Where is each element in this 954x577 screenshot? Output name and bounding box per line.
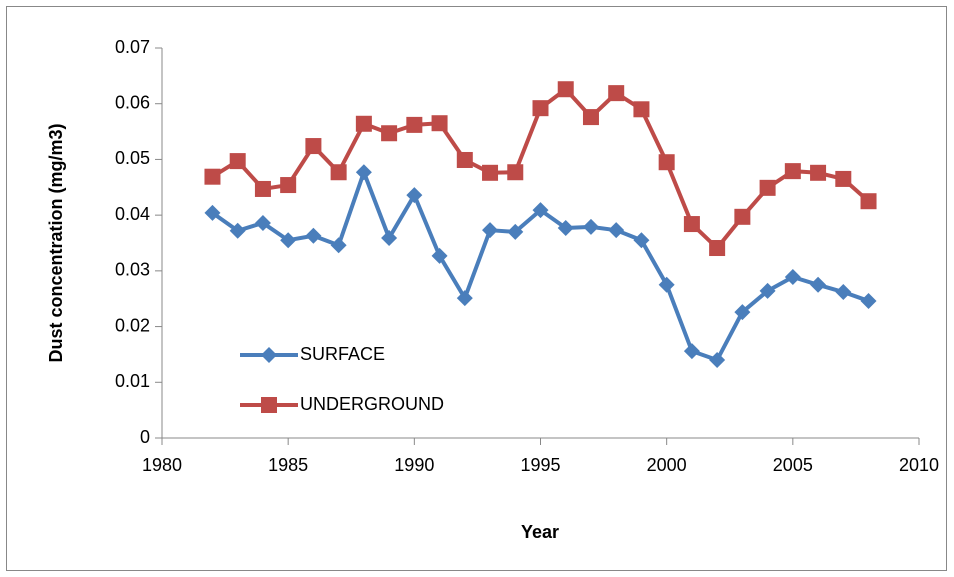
marker bbox=[355, 164, 372, 181]
marker bbox=[557, 219, 574, 236]
marker bbox=[709, 352, 726, 368]
marker bbox=[683, 343, 700, 360]
y-tick-label: 0.01 bbox=[115, 371, 150, 391]
marker bbox=[204, 204, 221, 221]
marker bbox=[254, 214, 271, 231]
marker bbox=[229, 222, 246, 239]
marker bbox=[305, 227, 322, 244]
x-tick-label: 1985 bbox=[268, 455, 308, 475]
marker bbox=[482, 164, 499, 181]
marker bbox=[784, 163, 801, 180]
x-tick-label: 2000 bbox=[647, 455, 687, 475]
marker bbox=[582, 109, 599, 126]
marker bbox=[330, 237, 347, 254]
marker bbox=[734, 304, 751, 321]
x-tick-label: 2010 bbox=[899, 455, 939, 475]
marker bbox=[406, 116, 423, 133]
marker bbox=[633, 232, 650, 249]
marker bbox=[835, 170, 852, 187]
marker bbox=[734, 208, 751, 225]
marker bbox=[431, 247, 448, 264]
marker bbox=[280, 232, 297, 249]
y-tick-label: 0.05 bbox=[115, 148, 150, 168]
marker bbox=[683, 216, 700, 233]
marker bbox=[860, 193, 877, 210]
x-tick-label: 1980 bbox=[142, 455, 182, 475]
marker bbox=[381, 125, 398, 142]
legend-label: UNDERGROUND bbox=[300, 394, 444, 414]
y-tick-label: 0.06 bbox=[115, 92, 150, 112]
x-tick-label: 1995 bbox=[520, 455, 560, 475]
marker bbox=[507, 223, 524, 240]
marker bbox=[482, 222, 499, 239]
marker bbox=[709, 240, 726, 257]
marker bbox=[280, 177, 297, 194]
marker bbox=[406, 187, 423, 204]
y-tick-label: 0.02 bbox=[115, 315, 150, 335]
marker bbox=[431, 115, 448, 132]
marker bbox=[860, 292, 877, 309]
marker bbox=[557, 81, 574, 98]
marker bbox=[810, 276, 827, 293]
marker bbox=[532, 202, 549, 219]
y-tick-label: 0.03 bbox=[115, 260, 150, 280]
marker bbox=[355, 115, 372, 132]
marker bbox=[759, 179, 776, 196]
x-axis-title: Year bbox=[521, 522, 559, 542]
marker bbox=[835, 284, 852, 301]
y-tick-label: 0.07 bbox=[115, 37, 150, 57]
marker bbox=[582, 218, 599, 235]
y-axis-title: Dust concentration (mg/m3) bbox=[46, 123, 66, 362]
marker bbox=[658, 276, 675, 293]
legend-marker bbox=[261, 397, 277, 413]
marker bbox=[810, 164, 827, 181]
marker bbox=[456, 151, 473, 168]
y-tick-label: 0.04 bbox=[115, 204, 150, 224]
marker bbox=[305, 138, 322, 155]
marker bbox=[784, 268, 801, 285]
chart-border bbox=[6, 6, 947, 571]
marker bbox=[204, 168, 221, 185]
marker bbox=[532, 100, 549, 117]
marker bbox=[759, 282, 776, 299]
marker bbox=[608, 222, 625, 239]
marker bbox=[330, 164, 347, 181]
x-tick-label: 1990 bbox=[394, 455, 434, 475]
x-tick-label: 2005 bbox=[773, 455, 813, 475]
legend-label: SURFACE bbox=[300, 344, 385, 364]
marker bbox=[229, 153, 246, 170]
y-tick-label: 0 bbox=[140, 427, 150, 447]
marker bbox=[633, 101, 650, 118]
marker bbox=[658, 154, 675, 171]
marker bbox=[608, 85, 625, 102]
marker bbox=[254, 180, 271, 197]
marker bbox=[456, 290, 473, 307]
marker bbox=[507, 164, 524, 181]
legend-marker bbox=[261, 347, 277, 363]
marker bbox=[381, 229, 398, 246]
